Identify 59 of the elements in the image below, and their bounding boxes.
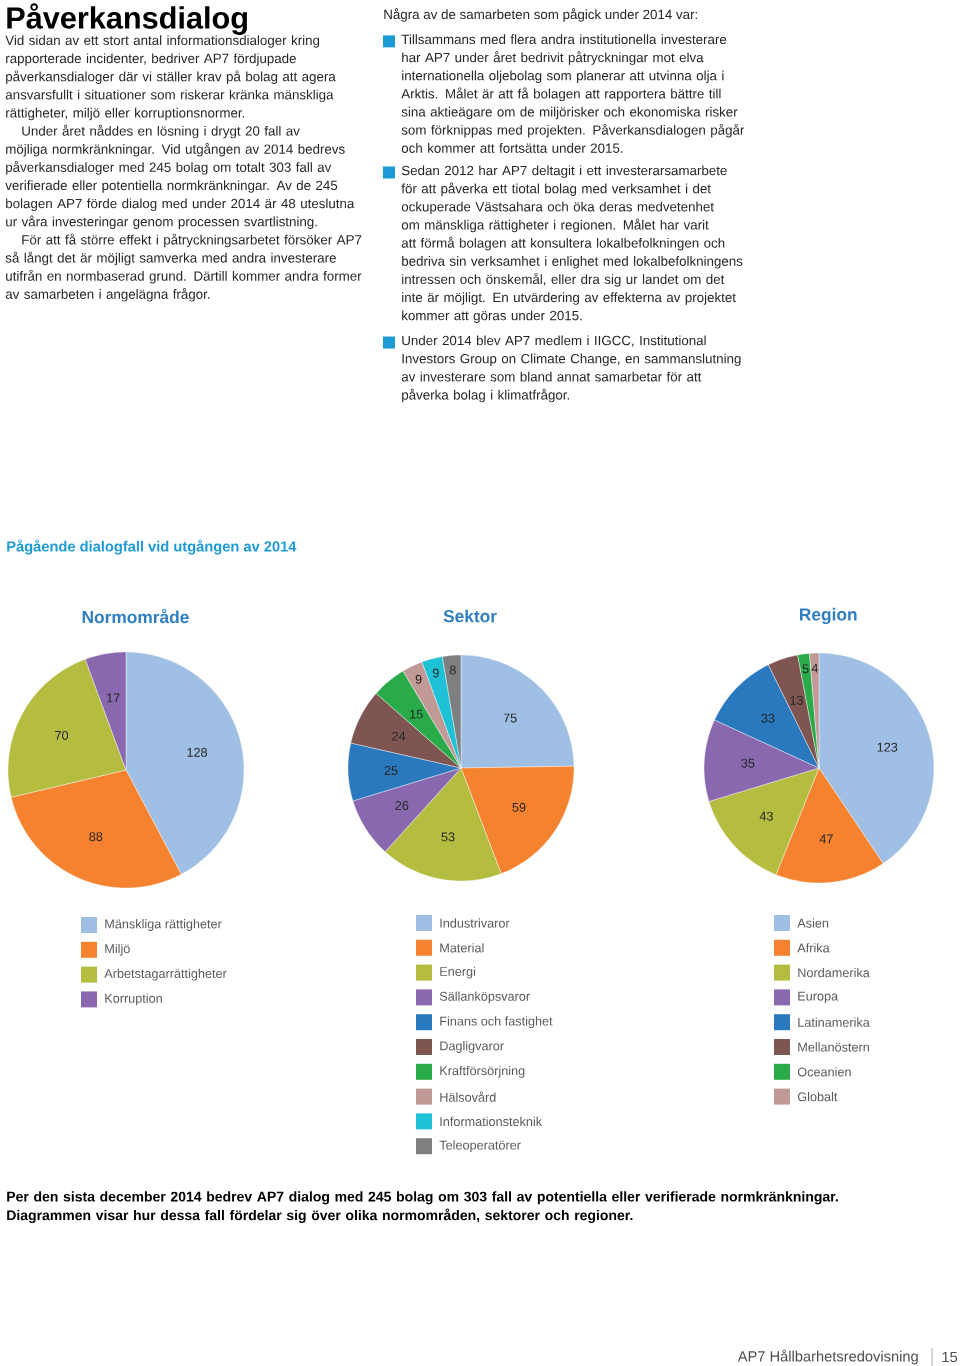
legend-label: Europa — [798, 991, 839, 1004]
text: Pågående dialogfall vid utgången av 2014 — [7, 539, 297, 555]
legend-label: Energi — [440, 966, 476, 979]
data-label: 59 — [512, 802, 526, 812]
data-label: 17 — [107, 693, 120, 703]
data-label: 88 — [89, 832, 103, 842]
legend-label: Material — [440, 943, 484, 953]
legend-label: Arbetstagarrättigheter — [104, 968, 227, 981]
data-label: 26 — [395, 801, 409, 810]
legend-label: Oceanien — [797, 1067, 851, 1077]
data-label: 43 — [759, 811, 773, 821]
legend-label: Sällanköpsvaror — [439, 991, 530, 1004]
data-label: 13 — [790, 695, 803, 705]
legend-label: Dagligvaror — [440, 1041, 504, 1053]
legend-label: Hälsovård — [440, 1091, 496, 1102]
legend-label: Afrika — [797, 943, 830, 953]
data-label: 35 — [741, 758, 755, 768]
text: Några av de samarbeten som pågick under 2014 var: — [384, 8, 697, 22]
data-label: 25 — [384, 766, 398, 776]
text: Under 2014 blev AP7 medlem i IIGCC, Institutional Investors Group on Climate Change, en sammanslutning av investerare som bland annat samarbetar för att påverka bolag i klimatfrågor. — [401, 335, 741, 403]
chart-title: Normområde — [82, 608, 189, 624]
data-label: 123 — [877, 742, 898, 752]
data-label: 53 — [441, 832, 455, 842]
data-label: 5 — [802, 664, 809, 674]
text: 15 — [942, 1351, 958, 1363]
data-label: 75 — [503, 713, 517, 723]
data-label: 9 — [432, 668, 439, 678]
text: AP7 Hållbarhetsredovisning — [737, 1349, 918, 1365]
text: Per den sista december 2014 bedrev AP7 dialog med 245 bolag om 303 fall av potentiella eller verifierade normkränkningar. Diagrammen visar hur dessa fall fördelar sig över olika normområden, sektorer och regioner. — [7, 1191, 838, 1224]
legend-label: Finans och fastighet — [440, 1016, 553, 1029]
legend-label: Mänskliga rättigheter — [105, 919, 222, 931]
text: Vid sidan av ett stort antal informationsdialoger kring rapporterade incidenter, bedriver AP7 fördjupade påverkansdialoger där vi ställer krav på bolag att agera ansvarsfullt i situationer som riskerar kränka mänskliga rättigheter, miljö eller korruptionsnormer. — [5, 35, 336, 121]
legend-label: Informationsteknik — [440, 1116, 543, 1127]
text: Påverkansdialog — [7, 3, 247, 35]
legend-label: Kraftförsörjning — [440, 1065, 525, 1078]
legend-label: Latinamerika — [798, 1017, 870, 1027]
text: Sedan 2012 har AP7 deltagit i ett investerarsamarbete för att påverka ett tiotal bolag med verksamhet i det ockuperade Västsahara och öka deras medvetenhet om mänskliga rättigheter i regionen. Målet har varit att förmå bolagen att konsultera lokalbefolkningen och bedriva sin verksamhet i enlighet med lokalbefolkningens intressen och önskemål, eller dra sig ur landet om det inte är möjligt. En utvärdering av effekterna av projektet kommer att göras under 2015. — [401, 165, 743, 323]
legend-label: Asien — [797, 918, 829, 928]
data-label: 9 — [415, 674, 422, 684]
data-label: 24 — [392, 731, 406, 741]
data-label: 15 — [410, 709, 423, 719]
data-label: 8 — [449, 665, 456, 675]
legend-label: Industrivaror — [440, 918, 510, 928]
data-label: 128 — [187, 747, 208, 757]
legend-label: Nordamerika — [798, 967, 870, 978]
chart-title: Sektor — [443, 609, 497, 623]
legend-label: Korruption — [105, 993, 162, 1006]
legend-label: Globalt — [797, 1091, 838, 1102]
data-label: 4 — [811, 663, 819, 673]
text: Tillsammans med flera andra institutionella investerare har AP7 under året bedrivit påtryckningar mot elva internationella oljebolag som planerar att utvinna olja i Arktis. Målet är att få bolagen att rapportera bättre till sina aktieägare om de miljörisker och ekonomiska risker som förknippas med projekten. Påverkansdialogen pågår och kommer att fortsätta under 2015. — [401, 34, 745, 153]
legend-label: Miljö — [105, 943, 130, 956]
legend-label: Teleoperatörer — [439, 1140, 521, 1153]
data-label: 47 — [819, 834, 833, 844]
chart-title: Region — [799, 607, 857, 625]
data-label: 33 — [761, 713, 775, 723]
text: Under året nåddes en lösning i drygt 20 fall av möjliga normkränkningar. Vid utgången av 2014 bedrevs påverkansdialoger med 245 bolag om totalt 303 fall av verifierade eller potentiella normkränkningar. Av de 245 bolagen AP7 förde dialog med under 2014 är 48 uteslutna ur våra investeringar genom processen svartlistning. — [5, 124, 355, 229]
legend-label: Mellanöstern — [798, 1042, 869, 1052]
text: För att få större effekt i påtryckningsarbetet försöker AP7 så långt det är möjligt samverka med andra investerare utifrån en normbaserad grund. Därtill kommer andra former av samarbeten i angelägna frågor. — [5, 233, 362, 302]
data-label: 70 — [55, 730, 69, 740]
